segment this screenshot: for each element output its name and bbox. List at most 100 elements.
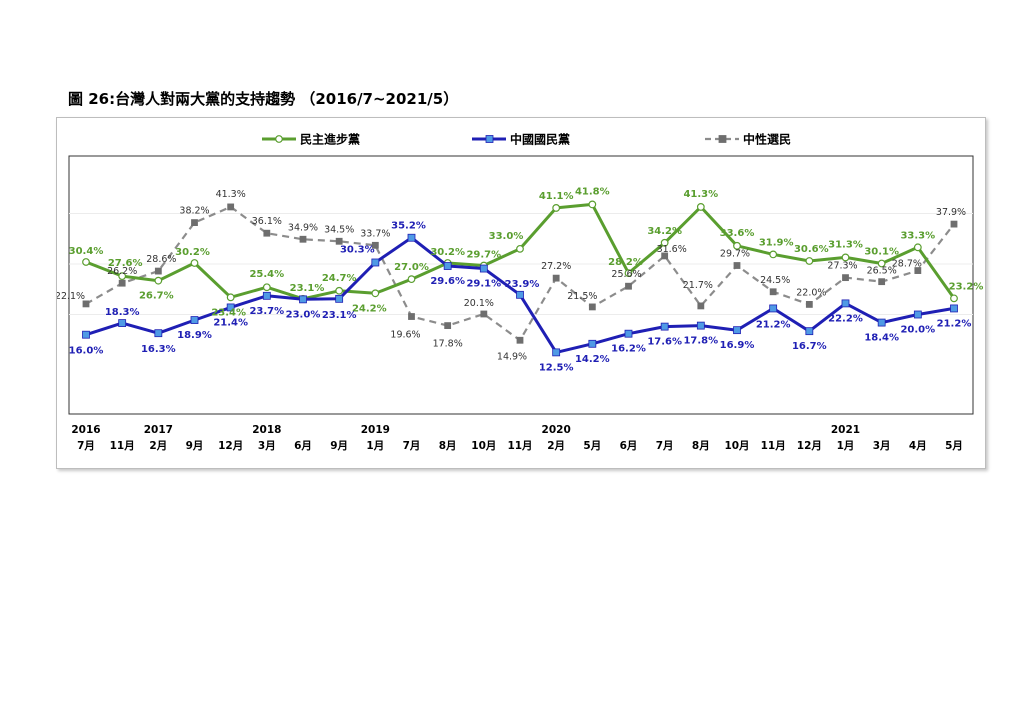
- x-tick-label: 11月: [761, 440, 786, 452]
- data-label: 28.6%: [146, 254, 176, 265]
- data-label: 34.5%: [324, 224, 354, 235]
- data-label: 18.4%: [864, 333, 899, 344]
- data-point: [552, 204, 561, 212]
- x-tick-label: 6月: [294, 440, 312, 452]
- data-point: [624, 329, 633, 338]
- data-point: [696, 321, 705, 330]
- data-label: 16.2%: [611, 344, 646, 355]
- data-point: [227, 203, 235, 211]
- legend-label: 民主進步黨: [300, 132, 360, 147]
- x-tick-label: 7月: [403, 440, 421, 452]
- data-point: [408, 313, 415, 320]
- x-tick-label: 2月: [547, 440, 565, 452]
- data-point: [82, 300, 90, 308]
- data-label: 27.0%: [394, 262, 429, 273]
- x-tick-label: 1月: [366, 440, 384, 452]
- data-point: [154, 276, 163, 285]
- data-point: [877, 318, 886, 327]
- year-label: 2021: [831, 424, 860, 436]
- x-tick-label: 9月: [330, 440, 348, 452]
- data-point: [805, 327, 814, 336]
- x-tick-label: 11月: [110, 440, 135, 452]
- data-label: 23.7%: [249, 306, 284, 317]
- data-label: 21.2%: [937, 318, 972, 329]
- x-tick-label: 3月: [258, 440, 276, 452]
- x-tick-label: 3月: [873, 440, 891, 452]
- data-label: 41.8%: [575, 186, 610, 197]
- legend-marker: [485, 135, 494, 143]
- data-label: 30.1%: [864, 246, 899, 257]
- data-point: [154, 267, 162, 275]
- data-label: 33.7%: [360, 228, 390, 239]
- data-point: [660, 238, 669, 247]
- data-point: [191, 219, 198, 226]
- data-point: [516, 336, 524, 344]
- data-label: 37.9%: [936, 207, 966, 218]
- x-tick-label: 12月: [218, 440, 243, 452]
- data-label: 25.4%: [249, 269, 284, 280]
- data-label: 30.3%: [340, 244, 375, 255]
- data-point: [407, 233, 416, 242]
- data-label: 17.8%: [433, 339, 463, 350]
- data-point: [299, 235, 307, 243]
- data-point: [841, 253, 850, 262]
- data-point: [263, 229, 271, 237]
- data-point: [552, 348, 561, 357]
- data-label: 22.0%: [796, 287, 826, 298]
- data-label: 24.2%: [352, 303, 387, 314]
- data-label: 17.6%: [647, 337, 682, 348]
- data-point: [950, 294, 958, 303]
- data-point: [226, 303, 235, 312]
- legend-marker: [718, 135, 727, 143]
- x-tick-label: 8月: [692, 440, 710, 452]
- data-point: [588, 303, 596, 311]
- data-label: 28.7%: [892, 259, 922, 270]
- data-point: [624, 269, 633, 277]
- data-label: 29.6%: [430, 276, 465, 287]
- data-label: 27.2%: [541, 261, 571, 272]
- data-label: 27.3%: [827, 261, 857, 272]
- data-point: [697, 302, 705, 310]
- data-point: [841, 299, 850, 308]
- data-label: 33.6%: [720, 228, 755, 239]
- data-label: 25.6%: [611, 269, 641, 280]
- data-label: 23.1%: [290, 283, 325, 294]
- data-label: 23.9%: [505, 279, 540, 290]
- data-point: [516, 244, 524, 253]
- data-label: 16.9%: [720, 340, 755, 351]
- data-label: 20.1%: [464, 298, 494, 309]
- data-point: [226, 293, 235, 302]
- data-label: 18.9%: [177, 330, 212, 341]
- data-label: 28.2%: [608, 257, 643, 268]
- data-point: [262, 283, 271, 292]
- data-point: [733, 262, 741, 269]
- data-label: 31.6%: [657, 244, 687, 255]
- data-point: [878, 278, 886, 286]
- data-label: 22.2%: [828, 313, 863, 324]
- data-label: 30.6%: [794, 244, 829, 255]
- data-label: 31.9%: [759, 237, 794, 248]
- data-label: 38.2%: [179, 206, 209, 217]
- x-tick-label: 10月: [471, 440, 496, 452]
- data-point: [913, 310, 922, 319]
- data-label: 23.1%: [322, 310, 357, 321]
- data-point: [552, 274, 560, 282]
- data-label: 14.9%: [497, 351, 527, 362]
- data-label: 27.6%: [108, 258, 143, 269]
- data-point: [371, 289, 380, 298]
- data-point: [625, 282, 632, 290]
- data-label: 29.1%: [466, 279, 501, 290]
- line-chart: 7月 11月 2月 9月 12月 3月 6月 9月 1月 7月 8月 10月 11月 2月 5月 6月 7月 8月…: [57, 132, 983, 453]
- data-label: 16.7%: [792, 341, 827, 352]
- data-point: [588, 339, 597, 348]
- year-label: 2020: [542, 424, 571, 436]
- data-label: 41.3%: [216, 189, 246, 200]
- data-label: 30.2%: [430, 247, 465, 258]
- data-label: 34.9%: [288, 222, 318, 233]
- x-tick-label: 5月: [945, 440, 963, 452]
- data-point: [769, 288, 777, 296]
- data-point: [877, 259, 886, 268]
- data-label: 18.3%: [105, 307, 140, 318]
- data-point: [769, 304, 778, 313]
- data-point: [118, 272, 127, 281]
